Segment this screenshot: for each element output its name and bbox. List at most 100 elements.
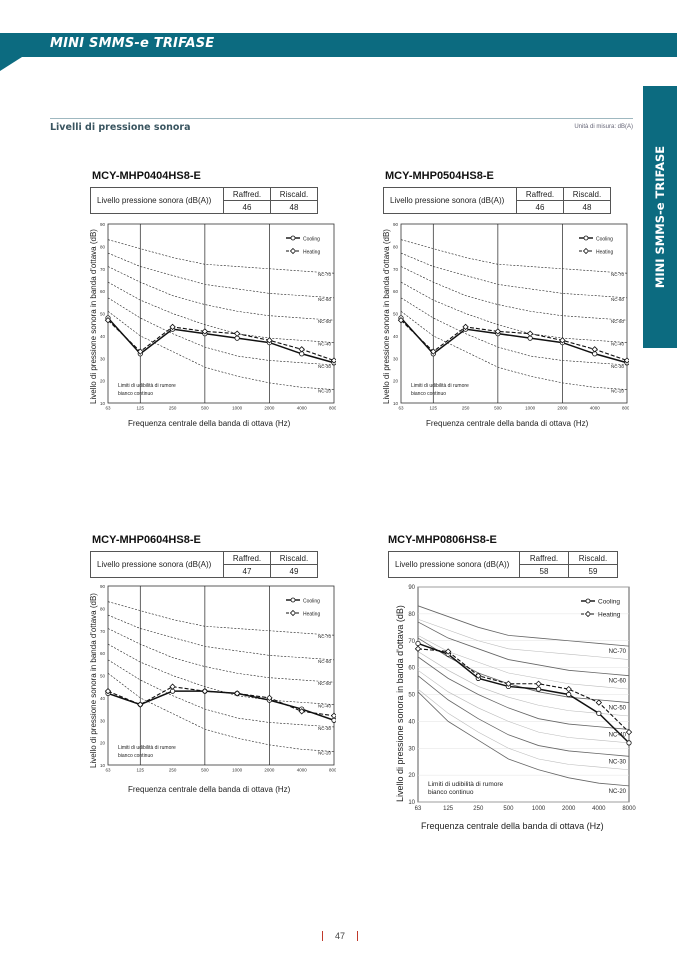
spec-value-cooling: 58 (519, 564, 569, 578)
y-tick-label: 60 (100, 651, 106, 656)
spec-header-heating: Riscald. (270, 551, 318, 565)
plot-frame (107, 585, 335, 766)
heating-point (623, 357, 629, 364)
heating-point (430, 348, 437, 355)
legend-cooling-marker (583, 235, 589, 241)
heating-point (330, 357, 336, 364)
y-tick-label: 80 (408, 612, 415, 618)
legend-heating-label: Heating (303, 250, 320, 256)
nc-curve-label: NC-50 (609, 706, 627, 712)
y-tick-label: 20 (393, 379, 399, 384)
nc-curve (417, 656, 630, 730)
y-axis-label: Livello di pressione sonora in banda d'o… (89, 229, 98, 404)
spec-header-cooling: Raffred. (519, 551, 569, 565)
y-tick-label: 30 (393, 356, 399, 361)
nc-curve-label: NC-60 (318, 297, 332, 302)
spec-header-cooling: Raffred. (223, 551, 271, 565)
nc-curve-label: NC-50 (318, 681, 332, 686)
heating-point (330, 712, 336, 719)
y-tick-label: 60 (393, 289, 399, 294)
nc-curve (400, 239, 628, 274)
heating-point (169, 683, 176, 690)
nc-curve (107, 252, 335, 299)
nc-curve-minor (417, 618, 630, 660)
nc-curve-label: NC-30 (609, 759, 627, 765)
nc-curve-minor (417, 651, 630, 717)
spec-label: Livello pressione sonora (dB(A)) (388, 551, 520, 578)
nc-curve (107, 311, 335, 390)
nc-curve-label: NC-60 (609, 679, 627, 685)
x-tick-label: 2000 (264, 768, 275, 773)
legend-heating-label: Heating (596, 250, 613, 256)
noise-chart: NC-70 NC-60 NC-50 NC-40 NC-30 NC-20 10 20 30 40 50… (100, 222, 336, 411)
x-tick-label: 4000 (592, 806, 606, 812)
plot-frame (400, 223, 628, 404)
nc-curve (417, 605, 630, 647)
cooling-point (626, 740, 632, 746)
spec-header-heating: Riscald. (270, 187, 318, 201)
nc-curve-label: NC-20 (318, 389, 332, 394)
nc-curve-label: NC-20 (611, 389, 625, 394)
nc-curve (107, 239, 335, 274)
nc-curve (400, 252, 628, 299)
nc-curve-label: NC-50 (318, 319, 332, 324)
nc-curve (400, 266, 628, 321)
spec-table: Livello pressione sonora (dB(A)) Raffred… (383, 187, 611, 214)
y-axis-label: Livello di pressione sonora in banda d'o… (395, 605, 405, 802)
y-tick-label: 90 (100, 584, 106, 589)
spec-table: Livello pressione sonora (dB(A)) Raffred… (90, 187, 318, 214)
model-title: MCY-MHP0504HS8-E (385, 170, 494, 182)
heating-point (535, 680, 542, 687)
x-tick-label: 2000 (557, 406, 568, 411)
threshold-note: Limiti di udibilità di rumore (428, 781, 504, 788)
heating-point (266, 694, 273, 702)
legend-cooling-label: Cooling (303, 237, 320, 243)
x-tick-label: 4000 (590, 406, 601, 411)
x-axis-label: Frequenza centrale della banda di ottava… (421, 821, 604, 831)
spec-value-cooling: 46 (223, 200, 271, 214)
series-heating-line (107, 686, 335, 717)
threshold-note: bianco continuo (118, 391, 153, 397)
spec-table: Livello pressione sonora (dB(A)) Raffred… (388, 551, 618, 578)
legend-heating-marker (584, 610, 592, 618)
nc-curve-label: NC-40 (609, 732, 627, 738)
noise-chart: NC-70 NC-60 NC-50 NC-40 NC-30 NC-20 10 20 30 40 50… (408, 585, 636, 812)
header-band (0, 33, 677, 57)
nc-curve-label: NC-30 (318, 726, 332, 731)
legend-cooling-label: Cooling (598, 599, 620, 606)
x-tick-label: 250 (473, 806, 484, 812)
y-tick-label: 50 (408, 693, 415, 699)
nc-curve-label: NC-20 (318, 751, 332, 756)
heating-point (298, 346, 305, 353)
y-tick-label: 40 (393, 334, 399, 339)
nc-curve-label: NC-70 (318, 634, 332, 639)
x-tick-label: 8000 (622, 806, 636, 812)
nc-curve (400, 281, 628, 343)
x-tick-label: 1000 (232, 406, 243, 411)
legend-cooling-label: Cooling (596, 237, 613, 243)
y-tick-label: 70 (408, 639, 415, 645)
cooling-point (415, 640, 421, 647)
y-tick-label: 50 (100, 674, 106, 679)
nc-curve-label: NC-40 (318, 342, 332, 347)
nc-curve-label: NC-30 (611, 364, 625, 369)
threshold-note: bianco continuo (428, 789, 474, 796)
y-tick-label: 50 (393, 312, 399, 317)
x-tick-label: 250 (462, 406, 470, 411)
y-tick-label: 60 (408, 666, 415, 672)
plot-frame (107, 223, 335, 404)
x-tick-label: 1000 (232, 768, 243, 773)
spec-table: Livello pressione sonora (dB(A)) Raffred… (90, 551, 318, 578)
threshold-note: bianco continuo (118, 753, 153, 759)
x-tick-label: 500 (201, 768, 209, 773)
nc-curve-minor (417, 670, 630, 744)
model-title: MCY-MHP0404HS8-E (92, 170, 201, 182)
series-cooling-line (400, 317, 628, 364)
heating-point (266, 337, 273, 344)
y-tick-label: 20 (100, 379, 106, 384)
y-tick-label: 80 (100, 606, 106, 611)
threshold-note: Limiti di udibilità di rumore (118, 745, 176, 751)
legend-heating-label: Heating (598, 612, 621, 619)
x-tick-label: 8000 (329, 406, 336, 411)
heating-point (625, 728, 633, 736)
